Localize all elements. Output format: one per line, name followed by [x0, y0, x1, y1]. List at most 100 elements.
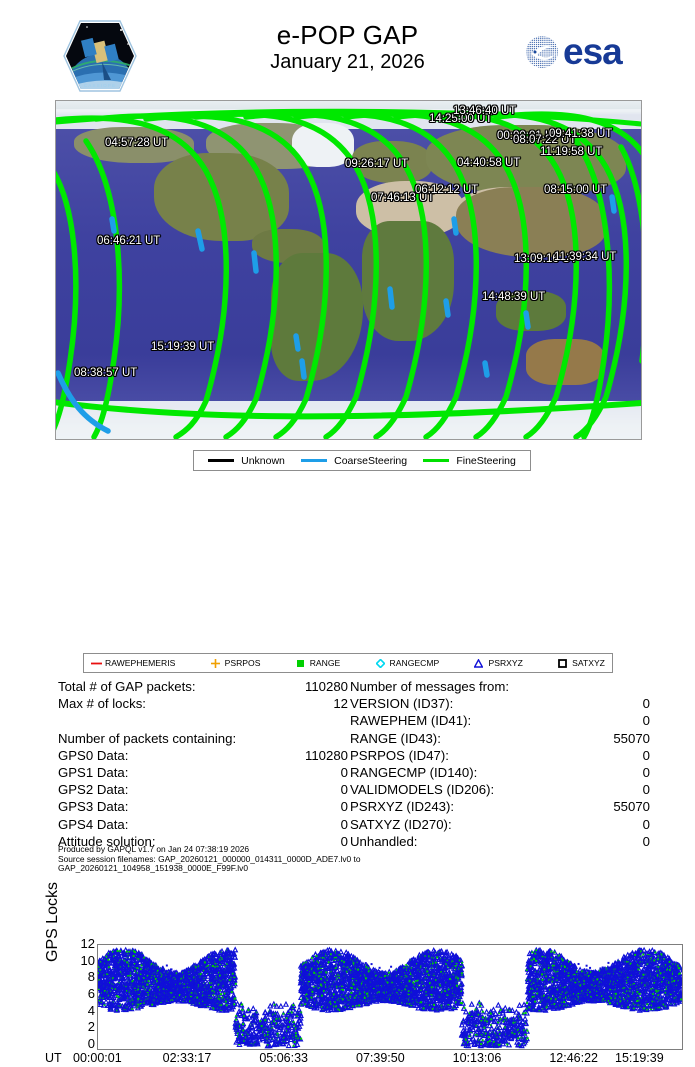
- stat-row: RANGECMP (ID140): 0: [350, 764, 650, 781]
- footer-line-source-1: Source session filenames: GAP_20260121_0…: [58, 853, 361, 864]
- x-tick-label: 00:00:01: [73, 1051, 122, 1065]
- pass-timestamp-label: 14:48:39 UT: [482, 291, 546, 303]
- stat-row: GPS0 Data: 110280: [58, 747, 348, 764]
- unknown-line-swatch: [208, 459, 235, 462]
- pass-timestamp-label: 08:07:22 UT: [513, 134, 577, 146]
- packet-statistics: Total # of GAP packets: 110280 Max # of …: [58, 678, 348, 850]
- legend-item-psrxyz: PSRXYZ: [473, 657, 523, 668]
- stat-value: 0: [340, 782, 348, 798]
- y-tick-label: 4: [87, 1002, 95, 1018]
- stat-label: Total # of GAP packets:: [58, 679, 196, 694]
- stat-value: 0: [340, 816, 348, 832]
- legend-label: RANGE: [309, 658, 341, 668]
- legend-label-unknown: Unknown: [241, 454, 285, 467]
- cassiope-mission-patch-icon: CASSIOPE: [61, 18, 139, 94]
- y-tick-label: 12: [80, 936, 95, 951]
- stat-value: 110280: [304, 747, 348, 763]
- stat-value: 0: [642, 765, 650, 781]
- stat-row: GPS3 Data: 0: [58, 798, 348, 815]
- pass-timestamp-label: 13:46:40 UT: [453, 105, 517, 117]
- legend-label: RAWEPHEMERIS: [105, 658, 176, 668]
- stat-label: SATXYZ (ID270):: [350, 816, 452, 832]
- packets-containing-rows: GPS0 Data: 110280 GPS1 Data: 0 GPS2 Data: 0 GP…: [58, 747, 348, 850]
- pass-timestamp-label: 09:41:38 UT: [549, 128, 613, 140]
- legend-item-psrpos: PSRPOS: [210, 658, 261, 668]
- stat-row: GPS2 Data: 0: [58, 781, 348, 798]
- stat-value: 55070: [613, 799, 650, 815]
- legend-label-coarsesteering: CoarseSteering: [334, 454, 408, 467]
- plus-icon: [210, 658, 220, 668]
- y-tick-label: 10: [80, 952, 95, 968]
- stat-value: 0: [340, 799, 348, 815]
- finesteering-line-swatch: [423, 459, 450, 462]
- pass-timestamp-label: 13:09:16 UT: [514, 253, 578, 265]
- legend-item-rawephemeris: RAWEPHEMERIS: [91, 658, 175, 668]
- legend-item-range: RANGE: [296, 658, 341, 668]
- stat-label: GPS1 Data:: [58, 765, 129, 780]
- triangle-icon: [473, 657, 485, 668]
- stat-value: 0: [642, 696, 650, 712]
- stat-row: GPS4 Data: 0: [58, 816, 348, 833]
- y-tick-label: 2: [87, 1019, 95, 1035]
- stat-row: Unhandled: 0: [350, 833, 650, 850]
- stat-max-locks: Max # of locks: 12: [58, 695, 348, 712]
- diamond-icon: [374, 657, 386, 669]
- asia-south-land: [456, 187, 606, 257]
- legend-item-rangecmp: RANGECMP: [374, 657, 440, 669]
- stat-value: 0: [642, 833, 650, 849]
- footer-provenance: Produced by GAPQL v1.7 on Jan 24 07:38:1…: [58, 844, 658, 874]
- x-tick-label: 02:33:17: [162, 1051, 212, 1065]
- dash-icon: [91, 659, 102, 668]
- message-type-legend: RAWEPHEMERIS PSRPOS RANGE RANGECMP PSRXYZ SAT…: [83, 653, 613, 673]
- x-tick-label: 15:19:39: [615, 1051, 664, 1065]
- pass-timestamp-label: 06:12:12 UT: [415, 184, 479, 196]
- stat-row: PSRXYZ (ID243): 55070: [350, 798, 650, 815]
- esa-logo: esa: [525, 30, 637, 76]
- stat-value: 0: [340, 833, 348, 849]
- legend-item-coarsesteering: CoarseSteering: [301, 455, 407, 467]
- footer-line-source-2: GAP_20260121_104958_151938_0000E_F99F.lv…: [58, 863, 248, 874]
- legend-label: PSRXYZ: [488, 658, 523, 668]
- legend-label: PSRPOS: [224, 658, 261, 668]
- pass-timestamp-label: 07:46:13 UT: [371, 192, 435, 204]
- pass-timestamp-label: 08:15:00 UT: [544, 184, 608, 196]
- pass-timestamp-label: 06:46:21 UT: [97, 235, 161, 247]
- svg-text:CASSIOPE: CASSIOPE: [84, 83, 116, 88]
- stat-label: Unhandled:: [350, 833, 418, 849]
- stats-spacer: [58, 712, 348, 729]
- x-tick-label: 07:39:50: [356, 1051, 405, 1065]
- stat-value: 0: [642, 747, 650, 763]
- page-title: e-POP GAP: [276, 20, 419, 50]
- legend-item-satxyz: SATXYZ: [558, 658, 605, 668]
- stat-label: GPS3 Data:: [58, 799, 129, 815]
- stat-value: 110280: [304, 679, 348, 694]
- stat-row: SATXYZ (ID270): 0: [350, 816, 650, 833]
- stat-row: PSRPOS (ID47): 0: [350, 747, 650, 764]
- stat-label: RAWEPHEM (ID41):: [350, 713, 472, 729]
- ground-track-map: 04:57:28 UT 06:46:21 UT 08:38:57 UT 15:19:3…: [55, 100, 642, 440]
- stat-total-packets: Total # of GAP packets: 110280: [58, 678, 348, 695]
- x-axis-ticks: 00:00:01 02:33:17 05:06:33 07:39:50 10:13:06…: [0, 1051, 695, 1067]
- stat-row: Attitude solution: 0: [58, 833, 348, 850]
- stat-label: PSRPOS (ID47):: [350, 747, 449, 763]
- y-tick-label: 6: [87, 986, 95, 1001]
- stat-value: 0: [340, 765, 348, 780]
- x-tick-label: 05:06:33: [259, 1051, 308, 1065]
- stat-label: GPS4 Data:: [58, 816, 129, 832]
- y-tick-label: 0: [87, 1036, 95, 1051]
- statistics-section: Total # of GAP packets: 110280 Max # of …: [0, 678, 695, 849]
- y-axis-label: GPS Locks: [44, 881, 61, 962]
- y-tick-label: 8: [87, 969, 95, 985]
- square-icon: [296, 659, 305, 668]
- legend-label: RANGECMP: [389, 658, 440, 668]
- pass-timestamp-label: 11:39:34 UT: [554, 251, 617, 263]
- legend-label: SATXYZ: [572, 658, 605, 668]
- footer-line-produced: Produced by GAPQL v1.7 on Jan 24 07:38:1…: [58, 844, 250, 854]
- stat-value: 0: [642, 816, 650, 832]
- messages-from-header: Number of messages from:: [350, 679, 510, 694]
- message-statistics: Number of messages from: VERSION (ID37):…: [350, 678, 650, 850]
- legend-item-unknown: Unknown: [208, 455, 285, 467]
- stat-value: 0: [642, 713, 650, 729]
- stat-row: VALIDMODELS (ID206): 0: [350, 781, 650, 798]
- title-block: e-POP GAP January 21, 2026: [0, 20, 695, 75]
